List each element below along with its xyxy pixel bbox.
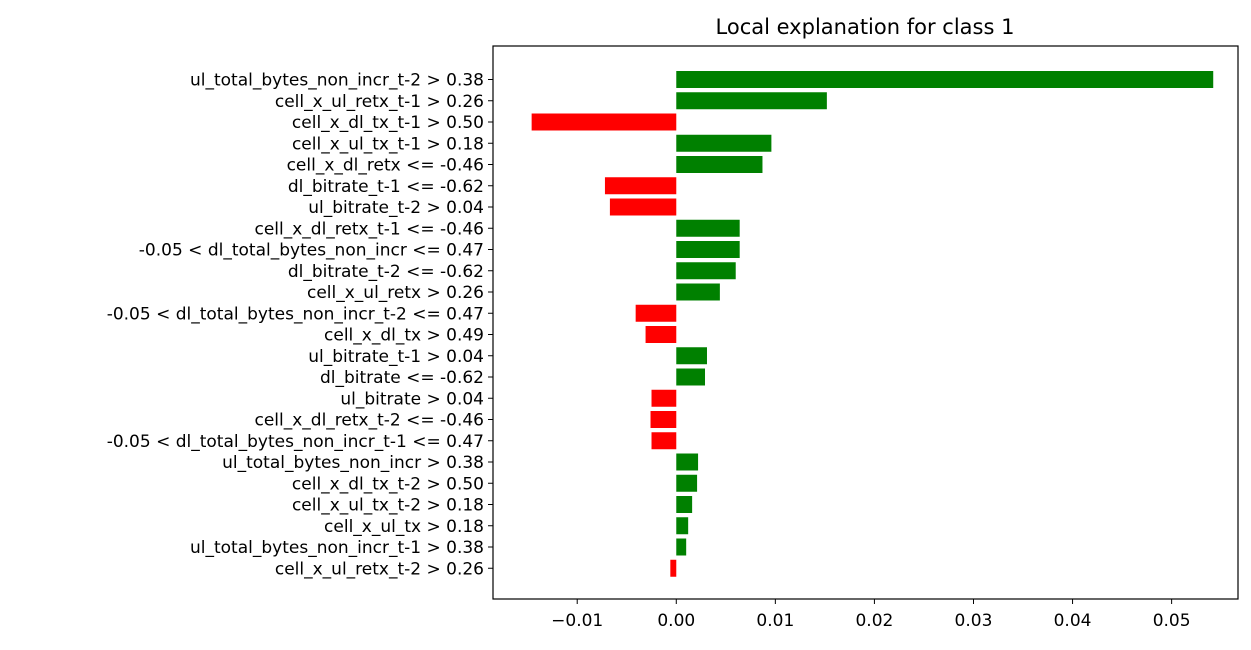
y-tick-labels: ul_total_bytes_non_incr_t-2 > 0.38cell_x… (107, 71, 493, 579)
bar (670, 559, 677, 577)
x-tick-label: 0.04 (1054, 611, 1092, 631)
y-tick-label: -0.05 < dl_total_bytes_non_incr <= 0.47 (139, 241, 484, 261)
x-tick-label: 0.05 (1153, 611, 1191, 631)
y-tick-label: ul_total_bytes_non_incr > 0.38 (222, 453, 484, 473)
y-tick-label: ul_bitrate > 0.04 (340, 389, 484, 409)
bar (676, 517, 689, 535)
bar (609, 198, 677, 216)
y-tick-label: cell_x_ul_retx_t-1 > 0.26 (275, 92, 484, 112)
y-tick-label: cell_x_dl_tx_t-1 > 0.50 (292, 113, 484, 133)
y-tick-label: dl_bitrate_t-1 <= -0.62 (288, 177, 484, 197)
bar (650, 411, 677, 428)
y-tick-label: cell_x_ul_tx > 0.18 (324, 517, 484, 537)
bar (676, 538, 687, 556)
y-tick-label: cell_x_ul_retx > 0.26 (307, 283, 484, 303)
bar (651, 389, 677, 407)
y-tick-label: ul_bitrate_t-2 > 0.04 (308, 198, 484, 218)
y-tick-label: dl_bitrate <= -0.62 (320, 368, 484, 388)
bar (676, 219, 740, 237)
y-tick-label: cell_x_dl_tx_t-2 > 0.50 (292, 474, 484, 494)
bar (676, 453, 699, 471)
bar (676, 283, 720, 301)
y-tick-label: cell_x_ul_tx_t-1 > 0.18 (292, 134, 484, 154)
x-tick-label: 0.01 (756, 611, 794, 631)
y-tick-label: ul_total_bytes_non_incr_t-2 > 0.38 (190, 71, 484, 91)
bar (676, 262, 736, 280)
bar (645, 326, 677, 343)
bar (676, 92, 827, 110)
y-tick-label: -0.05 < dl_total_bytes_non_incr_t-1 <= 0… (107, 432, 484, 452)
bar (604, 177, 677, 195)
bar (676, 156, 763, 173)
bars-group (531, 71, 1214, 577)
bar (531, 113, 677, 131)
bar (676, 241, 740, 258)
chart-title: Local explanation for class 1 (716, 15, 1015, 39)
bar (676, 496, 693, 513)
plot-area-frame (492, 45, 1239, 600)
y-tick-label: -0.05 < dl_total_bytes_non_incr_t-2 <= 0… (107, 304, 484, 324)
y-tick-label: cell_x_dl_retx_t-1 <= -0.46 (254, 219, 484, 239)
y-tick-label: cell_x_ul_tx_t-2 > 0.18 (292, 496, 484, 516)
x-tick-label: −0.01 (551, 611, 603, 631)
x-tick-label: 0.03 (955, 611, 993, 631)
x-ticks: −0.01 0.00 0.01 0.02 0.03 0.04 0.05 (551, 599, 1191, 631)
x-tick-label: 0.00 (657, 611, 695, 631)
y-tick-label: ul_bitrate_t-1 > 0.04 (308, 347, 484, 367)
bar (651, 432, 677, 450)
bar (676, 134, 772, 152)
y-tick-label: cell_x_dl_tx > 0.49 (324, 326, 484, 346)
x-tick-label: 0.02 (855, 611, 893, 631)
bar (635, 304, 677, 322)
y-tick-label: cell_x_dl_retx_t-2 <= -0.46 (254, 411, 484, 431)
bar (676, 347, 707, 365)
bar (676, 368, 706, 386)
y-tick-label: cell_x_ul_retx_t-2 > 0.26 (275, 559, 484, 579)
bar (676, 71, 1214, 88)
y-tick-label: ul_total_bytes_non_incr_t-1 > 0.38 (190, 538, 484, 558)
y-tick-label: cell_x_dl_retx <= -0.46 (287, 156, 484, 176)
y-tick-label: dl_bitrate_t-2 <= -0.62 (288, 262, 484, 282)
bar (676, 474, 698, 492)
